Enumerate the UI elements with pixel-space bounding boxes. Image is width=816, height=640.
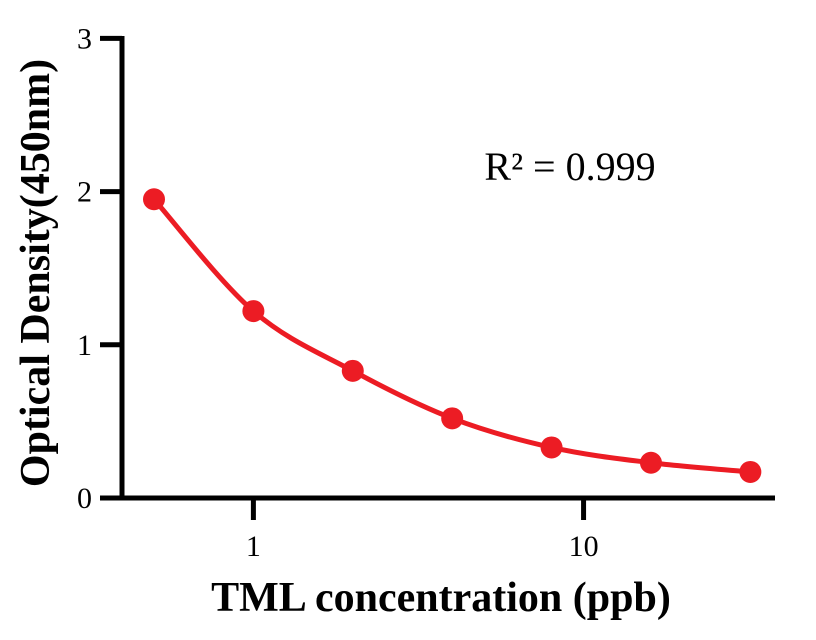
x-tick-label: 10 <box>569 530 599 563</box>
y-tick-label: 1 <box>77 329 92 362</box>
y-axis-title: Optical Density(450nm) <box>13 58 59 488</box>
fit-curve <box>151 196 753 475</box>
x-axis-title: TML concentration (ppb) <box>211 575 671 621</box>
y-tick-label: 3 <box>77 22 92 55</box>
data-point <box>739 460 762 483</box>
data-point <box>540 436 563 459</box>
data-point <box>242 300 265 323</box>
data-point <box>341 359 364 382</box>
data-point <box>142 188 165 211</box>
y-tick-label: 2 <box>77 176 92 209</box>
y-tick-label: 0 <box>77 482 92 515</box>
x-tick-label: 1 <box>246 530 261 563</box>
data-point <box>441 407 464 430</box>
r-squared-annotation: R² = 0.999 <box>484 144 656 189</box>
data-point <box>639 451 662 474</box>
